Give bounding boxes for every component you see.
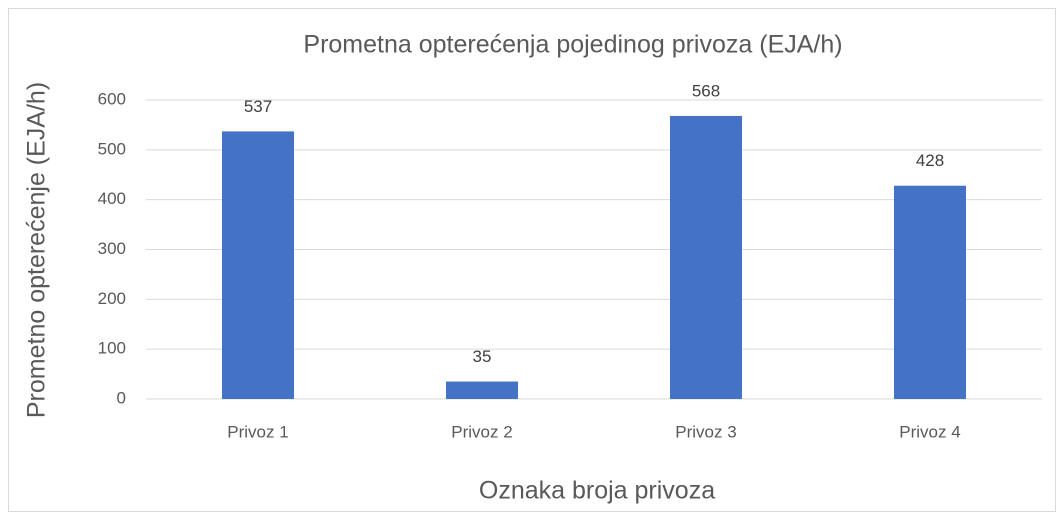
bar	[670, 115, 742, 400]
bar	[894, 185, 966, 399]
data-label: 35	[473, 347, 492, 366]
x-tick-label: Privoz 1	[227, 422, 288, 441]
data-label: 537	[244, 97, 272, 116]
y-tick-label: 400	[98, 189, 126, 208]
data-label: 428	[916, 151, 944, 170]
data-label: 568	[692, 81, 720, 100]
y-tick-label: 100	[98, 339, 126, 358]
chart-title: Prometna opterećenja pojedinog privoza (…	[303, 31, 842, 59]
bar	[446, 381, 518, 399]
x-tick-label: Privoz 4	[899, 422, 960, 441]
y-tick-label: 200	[98, 289, 126, 308]
x-tick-label: Privoz 3	[675, 422, 736, 441]
bar	[222, 131, 294, 399]
x-tick-label: Privoz 2	[451, 422, 512, 441]
x-axis-label: Oznaka broja privoza	[479, 477, 715, 505]
y-axis-label: Prometno opterećenje (EJA/h)	[23, 82, 51, 418]
chart-border	[8, 8, 1056, 512]
y-tick-label: 300	[98, 239, 126, 258]
y-tick-label: 0	[117, 388, 126, 407]
y-tick-label: 600	[98, 89, 126, 108]
y-tick-label: 500	[98, 139, 126, 158]
